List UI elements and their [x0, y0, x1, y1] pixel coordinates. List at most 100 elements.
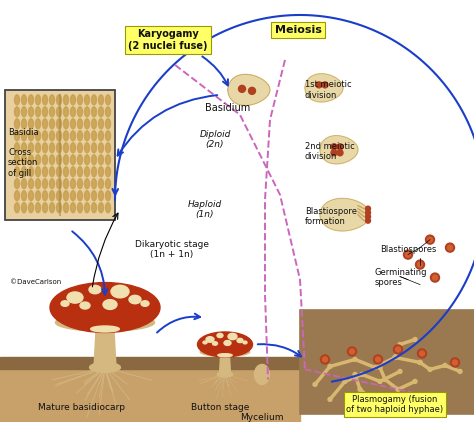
Ellipse shape [91, 131, 97, 141]
Ellipse shape [78, 203, 82, 213]
Ellipse shape [428, 368, 432, 371]
Text: Meiosis: Meiosis [274, 25, 321, 35]
Ellipse shape [71, 131, 75, 141]
Text: Mycelium: Mycelium [240, 413, 284, 422]
Ellipse shape [99, 143, 103, 153]
Ellipse shape [365, 218, 371, 223]
Ellipse shape [447, 245, 453, 250]
Ellipse shape [84, 167, 90, 177]
Ellipse shape [84, 143, 90, 153]
Ellipse shape [203, 341, 207, 344]
Ellipse shape [393, 345, 402, 354]
Ellipse shape [28, 167, 34, 177]
Ellipse shape [78, 131, 82, 141]
Ellipse shape [78, 107, 82, 117]
Text: Germinating
spores: Germinating spores [375, 268, 428, 287]
Ellipse shape [106, 107, 110, 117]
Ellipse shape [56, 119, 62, 129]
Ellipse shape [28, 131, 34, 141]
Ellipse shape [106, 155, 110, 165]
Ellipse shape [36, 143, 40, 153]
Ellipse shape [91, 203, 97, 213]
Ellipse shape [21, 179, 27, 189]
Ellipse shape [21, 203, 27, 213]
Ellipse shape [64, 143, 69, 153]
Ellipse shape [393, 355, 397, 360]
Ellipse shape [418, 360, 422, 365]
Ellipse shape [56, 143, 62, 153]
Ellipse shape [428, 237, 432, 242]
Ellipse shape [36, 155, 40, 165]
Ellipse shape [71, 143, 75, 153]
Ellipse shape [21, 155, 27, 165]
Ellipse shape [28, 107, 34, 117]
Ellipse shape [78, 143, 82, 153]
Ellipse shape [99, 155, 103, 165]
Ellipse shape [78, 95, 82, 105]
Ellipse shape [84, 179, 90, 189]
Ellipse shape [71, 95, 75, 105]
Ellipse shape [15, 179, 19, 189]
Ellipse shape [106, 95, 110, 105]
Ellipse shape [21, 131, 27, 141]
Ellipse shape [91, 191, 97, 201]
Ellipse shape [99, 179, 103, 189]
Ellipse shape [217, 333, 223, 338]
Ellipse shape [21, 107, 27, 117]
Ellipse shape [416, 260, 425, 269]
Text: 2nd meiotic
division: 2nd meiotic division [305, 142, 355, 162]
Ellipse shape [49, 203, 55, 213]
Ellipse shape [228, 333, 237, 340]
Ellipse shape [36, 179, 40, 189]
Ellipse shape [89, 286, 101, 294]
Ellipse shape [78, 179, 82, 189]
Ellipse shape [395, 347, 401, 352]
Ellipse shape [28, 143, 34, 153]
Ellipse shape [21, 167, 27, 177]
Ellipse shape [238, 85, 246, 92]
Ellipse shape [28, 191, 34, 201]
Ellipse shape [99, 167, 103, 177]
Ellipse shape [36, 191, 40, 201]
Ellipse shape [91, 326, 119, 332]
Ellipse shape [36, 107, 40, 117]
Ellipse shape [91, 143, 97, 153]
Ellipse shape [49, 131, 55, 141]
Ellipse shape [64, 179, 69, 189]
Ellipse shape [56, 95, 62, 105]
Ellipse shape [106, 131, 110, 141]
Text: Basidium: Basidium [205, 103, 251, 113]
Ellipse shape [337, 150, 343, 156]
Ellipse shape [106, 167, 110, 177]
Ellipse shape [418, 349, 427, 358]
Ellipse shape [84, 119, 90, 129]
Ellipse shape [43, 131, 47, 141]
Ellipse shape [43, 95, 47, 105]
Polygon shape [320, 136, 358, 164]
Ellipse shape [21, 95, 27, 105]
Ellipse shape [43, 203, 47, 213]
Ellipse shape [15, 143, 19, 153]
Ellipse shape [36, 167, 40, 177]
Text: Mature basidiocarp: Mature basidiocarp [38, 403, 126, 412]
Ellipse shape [370, 397, 374, 401]
Ellipse shape [90, 363, 120, 372]
Ellipse shape [84, 203, 90, 213]
Text: Haploid
(1n): Haploid (1n) [188, 200, 222, 220]
Ellipse shape [84, 107, 90, 117]
Ellipse shape [64, 167, 69, 177]
Ellipse shape [78, 167, 82, 177]
Text: Cross
section
of gill: Cross section of gill [8, 148, 38, 178]
Ellipse shape [349, 349, 355, 354]
Ellipse shape [383, 377, 387, 382]
Ellipse shape [99, 203, 103, 213]
Ellipse shape [84, 191, 90, 201]
Ellipse shape [43, 107, 47, 117]
Ellipse shape [43, 155, 47, 165]
Ellipse shape [55, 314, 155, 331]
Ellipse shape [15, 191, 19, 201]
Text: Blastiospore
formation: Blastiospore formation [305, 207, 357, 226]
Text: Dikaryotic stage
(1n + 1n): Dikaryotic stage (1n + 1n) [135, 240, 209, 259]
Ellipse shape [71, 107, 75, 117]
Ellipse shape [15, 167, 19, 177]
